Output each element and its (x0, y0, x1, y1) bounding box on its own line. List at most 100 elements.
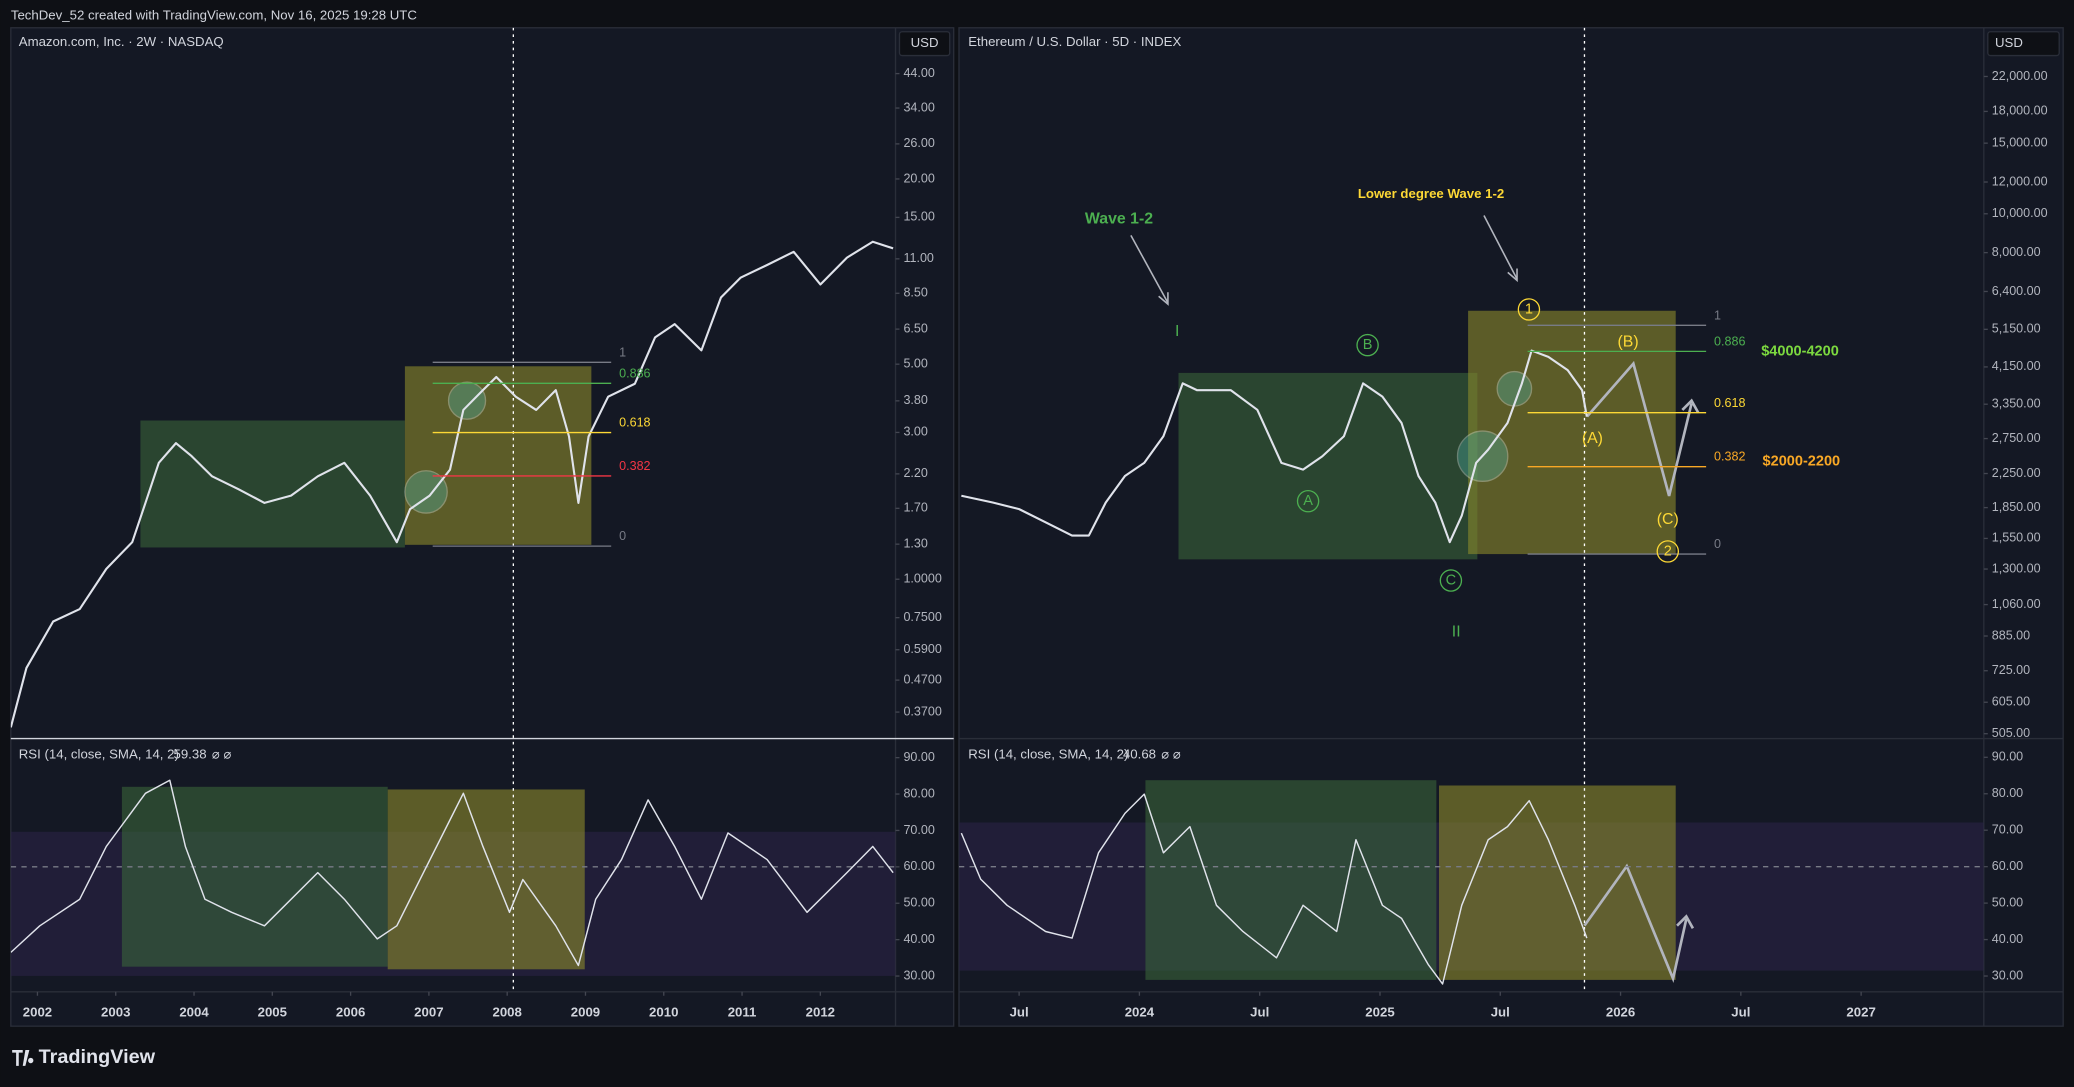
y-tick-label: 4,150.00 (1992, 359, 2041, 373)
y-tick-label: 8,000.00 (1992, 245, 2041, 259)
y-tick-label: 2,250.00 (1992, 466, 2041, 480)
y-tick-label: 12,000.00 (1992, 174, 2048, 188)
y-tick-label: 8.50 (903, 286, 927, 300)
price-line (10, 779, 894, 967)
y-tick-label: 10,000.00 (1992, 206, 2048, 220)
y-tick-label: 0.3700 (903, 704, 941, 718)
y-tick-label: 90.00 (1992, 750, 2023, 764)
wave-label: C (1446, 572, 1457, 588)
x-tick-label: 2009 (571, 1004, 600, 1019)
symbol-legend: Amazon.com, Inc. · 2W · NASDAQ (19, 34, 224, 49)
wave-circle (1517, 298, 1541, 321)
y-tick-label: 11.00 (903, 251, 933, 265)
y-tick-label: 2,750.00 (1992, 431, 2041, 445)
header-title: TechDev_52 created with TradingView.com,… (11, 7, 418, 22)
rsi-box (121, 786, 388, 967)
x-tick-label: 2026 (1606, 1004, 1635, 1019)
highlight-circle (447, 381, 487, 420)
wave-label: Lower degree Wave 1-2 (1358, 186, 1504, 201)
wave-label: B (1363, 337, 1373, 353)
rsi-box (1145, 780, 1437, 980)
arrow-head (1676, 914, 1695, 929)
y-tick-label: 1.30 (903, 536, 927, 550)
fib-label: 0 (1714, 537, 1721, 551)
y-tick-label: 30.00 (903, 968, 934, 982)
currency: USD (1995, 35, 2023, 50)
y-tick-label: 80.00 (1992, 786, 2023, 800)
y-tick-label: 0.5900 (903, 642, 941, 656)
right-plot: 1 0.886 0.618 0.382 0 Wave 1-2 Lower degree Wa… (958, 27, 1984, 992)
projection (1586, 360, 1693, 497)
y-tick-label: 3,350.00 (1992, 397, 2041, 411)
fib-label: 0.382 (1714, 450, 1745, 464)
logo-text[interactable]: TradingView (39, 1046, 156, 1068)
x-tick-label: 2006 (336, 1004, 365, 1019)
wave-label: (B) (1618, 334, 1639, 351)
x-tick-label: 2003 (101, 1004, 130, 1019)
y-tick-label: 70.00 (1992, 823, 2023, 837)
fib-label: 0 (619, 529, 626, 543)
y-tick-label: 0.4700 (903, 672, 941, 686)
y-tick-label: 44.00 (903, 66, 934, 80)
y-tick-label: 3.00 (903, 425, 927, 439)
currency-badge (1987, 31, 2060, 57)
y-tick-label: 40.00 (1992, 932, 2023, 946)
y-tick-label: 6,400.00 (1992, 284, 2041, 298)
arrow (1483, 215, 1518, 280)
y-tick-label: 26.00 (903, 136, 934, 150)
x-tick-label: 2007 (414, 1004, 443, 1019)
y-tick-label: 1.0000 (903, 572, 941, 586)
y-tick-label: 5,150.00 (1992, 322, 2041, 336)
x-tick-label: 2002 (23, 1004, 52, 1019)
y-tick-label: 1.70 (903, 501, 927, 515)
price-line (10, 240, 894, 728)
wave-circle (1656, 540, 1680, 563)
projection (1583, 863, 1688, 983)
left-plot: 1 0.886 0.618 0.382 0 (10, 27, 896, 992)
y-tick-label: 3.80 (903, 393, 927, 407)
y-tick-label: 6.50 (903, 321, 927, 335)
y-tick-label: 1,300.00 (1992, 561, 2041, 575)
arrow-head (1507, 268, 1518, 283)
x-tick-label: 2027 (1846, 1004, 1875, 1019)
wave-circle (1439, 569, 1463, 592)
wave-label: $2000-2200 (1763, 453, 1841, 469)
price-line (961, 349, 1588, 544)
y-tick-label: 50.00 (903, 896, 934, 910)
fib-label: 0.618 (1714, 396, 1745, 410)
wave-label: (C) (1657, 511, 1679, 528)
y-tick-label: 15.00 (903, 210, 934, 224)
y-tick-label: 70.00 (903, 823, 934, 837)
wave-circle (1356, 333, 1379, 357)
rsi-flags: ⌀ ⌀ (212, 747, 232, 762)
rsi-value: 40.68 (1123, 747, 1156, 762)
x-tick-label: 2005 (258, 1004, 287, 1019)
y-tick-label: 90.00 (903, 750, 934, 764)
x-tick-label: Jul (1491, 1004, 1510, 1019)
fib-label: 0.618 (619, 416, 650, 430)
y-tick-label: 505.00 (1992, 726, 2030, 740)
y-tick-label: 18,000.00 (1992, 104, 2048, 118)
wave-label: 2 (1664, 543, 1672, 559)
y-tick-label: 60.00 (903, 859, 934, 873)
highlight-circle (404, 470, 448, 514)
wave-circle (1296, 489, 1320, 513)
range-box (1468, 310, 1676, 555)
price-line (960, 793, 1588, 985)
y-tick-label: 2.20 (903, 466, 927, 480)
x-tick-label: 2008 (492, 1004, 521, 1019)
x-tick-label: Jul (1731, 1004, 1750, 1019)
wave-label: Wave 1-2 (1085, 211, 1153, 228)
x-tick-label: 2004 (179, 1004, 209, 1019)
arrow-head (1681, 398, 1700, 414)
wave-label: I (1175, 323, 1179, 340)
logo-icon (12, 1049, 34, 1066)
wave-label: (A) (1582, 430, 1603, 447)
rsi-legend: RSI (14, close, SMA, 14, 2) (19, 747, 179, 762)
y-tick-label: 1,550.00 (1992, 531, 2041, 545)
x-tick-label: Jul (1010, 1004, 1029, 1019)
y-tick-label: 22,000.00 (1992, 69, 2048, 83)
y-tick-label: 5.00 (903, 356, 927, 370)
y-tick-label: 725.00 (1992, 663, 2030, 677)
x-tick-label: 2024 (1125, 1004, 1155, 1019)
